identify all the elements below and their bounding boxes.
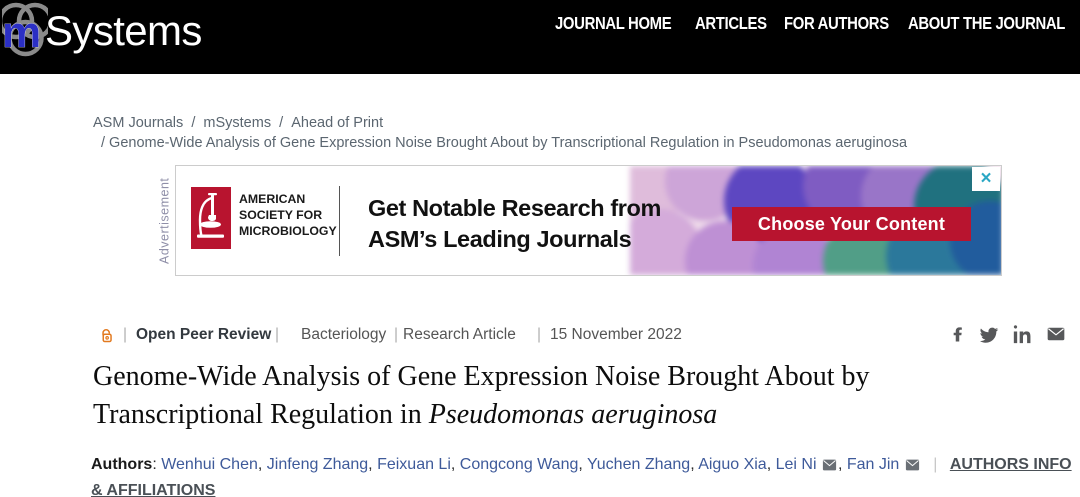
svg-text:m: m: [2, 8, 41, 57]
